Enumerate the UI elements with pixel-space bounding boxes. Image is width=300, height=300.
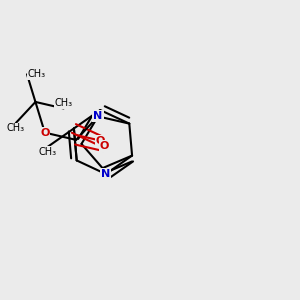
Text: O: O <box>40 128 50 138</box>
Text: N: N <box>101 169 110 179</box>
Text: CH₃: CH₃ <box>38 147 57 157</box>
Text: O: O <box>95 136 105 146</box>
Text: O: O <box>100 141 109 152</box>
Text: CH₃: CH₃ <box>7 123 25 133</box>
Text: CH₃: CH₃ <box>27 69 45 79</box>
Text: CH₃: CH₃ <box>55 98 73 108</box>
Text: N: N <box>93 111 103 122</box>
